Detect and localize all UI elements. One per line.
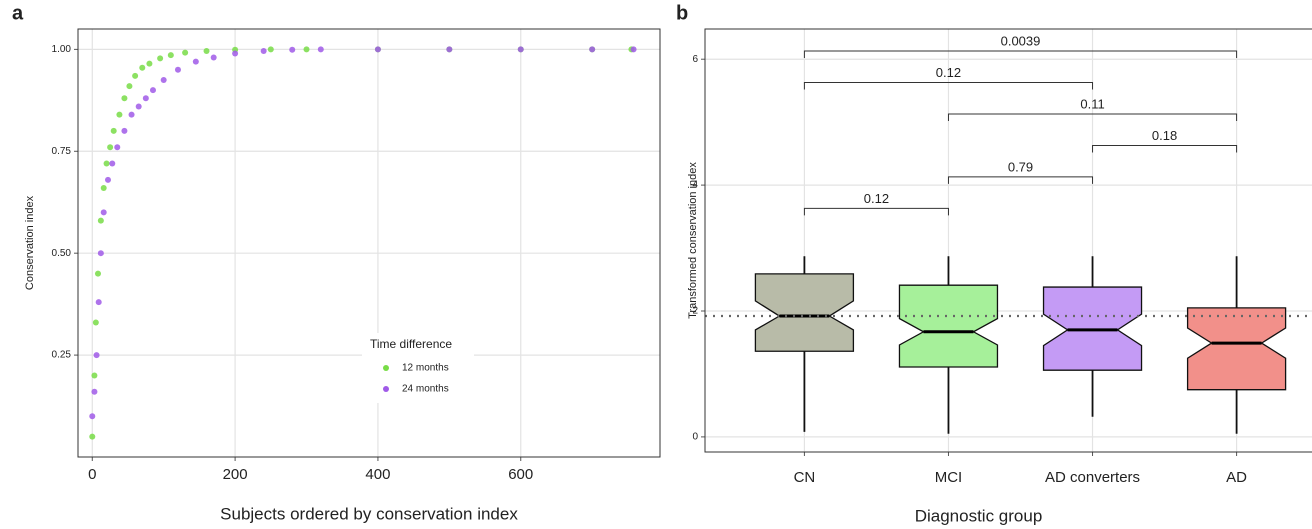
p-value-label: 0.79 bbox=[1008, 159, 1033, 174]
data-point bbox=[103, 160, 110, 167]
y-axis-title: Conservation index bbox=[24, 195, 36, 290]
y-tick-label: 1.00 bbox=[52, 44, 72, 55]
data-point bbox=[89, 413, 96, 420]
data-point bbox=[121, 127, 128, 134]
legend-label: 24 months bbox=[402, 384, 449, 395]
data-point bbox=[174, 66, 181, 73]
data-point bbox=[132, 72, 139, 79]
data-point bbox=[517, 46, 524, 53]
significance-bracket bbox=[1092, 144, 1238, 153]
box bbox=[898, 284, 999, 368]
y-tick-label: 4 bbox=[692, 180, 698, 191]
x-tick-label: 200 bbox=[223, 466, 248, 483]
box bbox=[754, 273, 855, 352]
data-point bbox=[192, 58, 199, 65]
data-point bbox=[167, 52, 174, 59]
data-point bbox=[91, 372, 98, 379]
panel-label: b bbox=[676, 2, 688, 24]
data-point bbox=[446, 46, 453, 53]
data-point bbox=[289, 46, 296, 53]
significance-bracket bbox=[803, 82, 1094, 90]
legend-marker bbox=[383, 386, 389, 392]
y-axis-title: Transformed conservation index bbox=[687, 162, 699, 319]
data-point bbox=[110, 127, 117, 134]
legend-box bbox=[362, 333, 474, 403]
data-point bbox=[589, 46, 596, 53]
data-point bbox=[89, 433, 96, 440]
data-point bbox=[107, 144, 114, 151]
data-point bbox=[139, 64, 146, 71]
legend-marker bbox=[383, 365, 389, 371]
data-point bbox=[260, 48, 267, 55]
data-point bbox=[93, 352, 100, 359]
p-value-label: 0.12 bbox=[864, 191, 889, 206]
data-point bbox=[114, 144, 121, 151]
data-point bbox=[126, 83, 133, 90]
data-point bbox=[97, 217, 104, 224]
data-point bbox=[91, 388, 98, 395]
x-tick-label: AD converters bbox=[1045, 469, 1140, 486]
data-point bbox=[95, 299, 102, 306]
data-point bbox=[142, 95, 149, 102]
panel-label: a bbox=[12, 2, 24, 24]
y-tick-label: 0 bbox=[692, 432, 698, 443]
p-value-label: 0.11 bbox=[1080, 96, 1104, 111]
data-point bbox=[104, 176, 111, 183]
significance-bracket bbox=[947, 176, 1094, 184]
data-point bbox=[116, 111, 123, 118]
data-point bbox=[109, 160, 116, 167]
data-point bbox=[128, 111, 135, 118]
data-point bbox=[92, 319, 99, 326]
p-value-label: 0.12 bbox=[936, 65, 961, 80]
box bbox=[1186, 307, 1287, 391]
data-point bbox=[267, 46, 274, 53]
x-axis-title: Subjects ordered by conservation index bbox=[220, 504, 518, 523]
x-tick-label: MCI bbox=[935, 469, 963, 486]
y-tick-label: 6 bbox=[692, 54, 698, 65]
data-point bbox=[146, 60, 153, 67]
data-point bbox=[203, 48, 210, 55]
y-tick-label: 0.25 bbox=[52, 350, 72, 361]
plot-border bbox=[77, 28, 661, 458]
data-point bbox=[149, 87, 156, 94]
data-point bbox=[100, 184, 107, 191]
significance-bracket bbox=[947, 113, 1238, 121]
x-tick-label: 600 bbox=[508, 466, 533, 483]
x-tick-label: AD bbox=[1226, 469, 1247, 486]
plot-border bbox=[704, 28, 1312, 453]
data-point bbox=[97, 250, 104, 257]
y-tick-label: 0.50 bbox=[52, 248, 72, 259]
data-point bbox=[182, 49, 189, 56]
data-point bbox=[100, 209, 107, 216]
x-axis-title: Diagnostic group bbox=[915, 506, 1043, 525]
p-value-label: 0.0039 bbox=[1001, 33, 1041, 48]
y-tick-label: 0.75 bbox=[52, 146, 72, 157]
legend-title: Time difference bbox=[370, 337, 452, 351]
data-point bbox=[121, 95, 128, 102]
data-point bbox=[94, 270, 101, 277]
data-point bbox=[303, 46, 310, 53]
significance-bracket bbox=[803, 207, 949, 216]
x-tick-label: 0 bbox=[88, 466, 96, 483]
data-point bbox=[157, 55, 164, 62]
data-point bbox=[317, 46, 324, 53]
data-point bbox=[135, 103, 142, 110]
y-tick-label: 2 bbox=[692, 306, 698, 317]
data-point bbox=[210, 54, 217, 61]
data-point bbox=[374, 46, 381, 53]
data-point bbox=[232, 50, 239, 57]
p-value-label: 0.18 bbox=[1152, 128, 1177, 143]
x-tick-label: CN bbox=[794, 469, 816, 486]
x-tick-label: 400 bbox=[365, 466, 390, 483]
data-point bbox=[630, 46, 637, 53]
legend-label: 12 months bbox=[402, 363, 449, 374]
significance-bracket bbox=[803, 50, 1238, 59]
data-point bbox=[160, 76, 167, 83]
